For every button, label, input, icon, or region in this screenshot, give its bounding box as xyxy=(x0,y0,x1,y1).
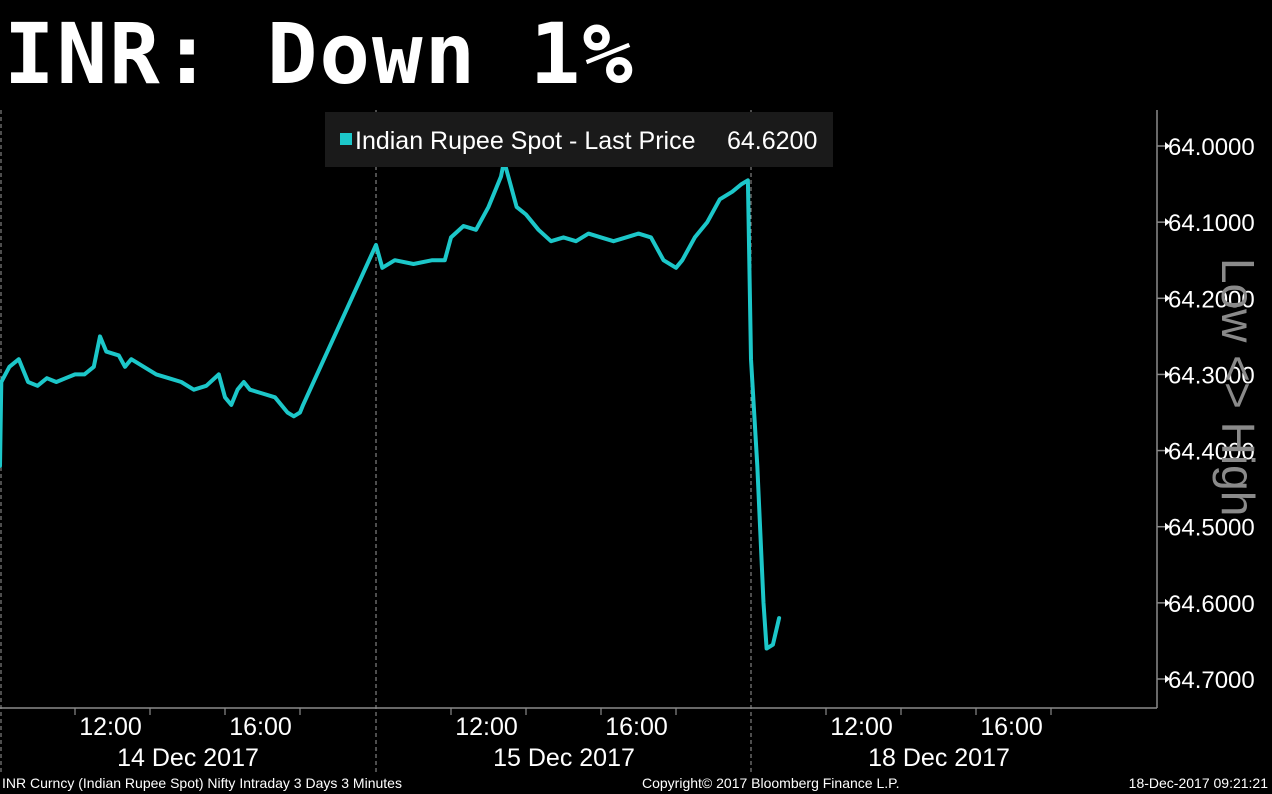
x-date-label: 18 Dec 2017 xyxy=(868,744,1010,772)
y-tick-label: 64.4000 xyxy=(1168,439,1255,466)
y-tick-pointer xyxy=(1165,446,1170,455)
chart-title: INR: Down 1% xyxy=(4,5,635,103)
y-tick-label: 64.6000 xyxy=(1168,591,1255,618)
y-axis-title: Low <> High xyxy=(1212,258,1264,516)
y-tick-pointer xyxy=(1165,675,1170,683)
series-layer xyxy=(0,159,782,651)
y-tick-pointer xyxy=(1165,218,1170,227)
y-tick-label: 64.0000 xyxy=(1168,134,1255,161)
legend-series-name: Indian Rupee Spot - Last Price xyxy=(355,127,695,155)
x-date-label: 14 Dec 2017 xyxy=(117,744,259,772)
legend-background xyxy=(325,112,833,167)
x-time-label: 16:00 xyxy=(605,713,668,741)
x-time-label: 16:00 xyxy=(980,713,1043,741)
x-date-label: 15 Dec 2017 xyxy=(493,744,635,772)
y-tick-pointer xyxy=(1165,598,1170,607)
y-tick-label: 64.2000 xyxy=(1168,286,1255,313)
y-tick-pointer xyxy=(1165,294,1170,303)
x-time-label: 12:00 xyxy=(830,713,893,741)
footer-source: INR Curncy (Indian Rupee Spot) Nifty Int… xyxy=(2,775,402,791)
y-tick-pointer xyxy=(1165,142,1170,150)
series-line xyxy=(0,159,782,651)
legend-last-price: 64.6200 xyxy=(727,127,817,155)
y-tick-pointer xyxy=(1165,522,1170,531)
x-time-label: 12:00 xyxy=(455,713,518,741)
footer-timestamp: 18-Dec-2017 09:21:21 xyxy=(1128,775,1268,791)
y-tick-label: 64.5000 xyxy=(1168,515,1255,542)
y-tick-label: 64.1000 xyxy=(1168,210,1255,237)
x-axis: 12:00 16:00 14 Dec 2017 12:00 16:00 15 Dec 20… xyxy=(0,707,1157,772)
y-tick-pointer xyxy=(1165,370,1170,379)
footer-copyright: Copyright© 2017 Bloomberg Finance L.P. xyxy=(642,775,900,791)
legend: Indian Rupee Spot - Last Price 64.6200 xyxy=(325,112,833,167)
y-tick-label: 64.7000 xyxy=(1168,667,1255,694)
x-time-label: 12:00 xyxy=(79,713,142,741)
session-dividers xyxy=(0,110,752,772)
y-axis: 64.0000 64.1000 64.2000 64.3000 64.4000 64.50… xyxy=(1156,110,1255,708)
legend-swatch xyxy=(340,133,352,145)
y-tick-label: 64.3000 xyxy=(1168,362,1255,389)
x-time-label: 16:00 xyxy=(229,713,292,741)
